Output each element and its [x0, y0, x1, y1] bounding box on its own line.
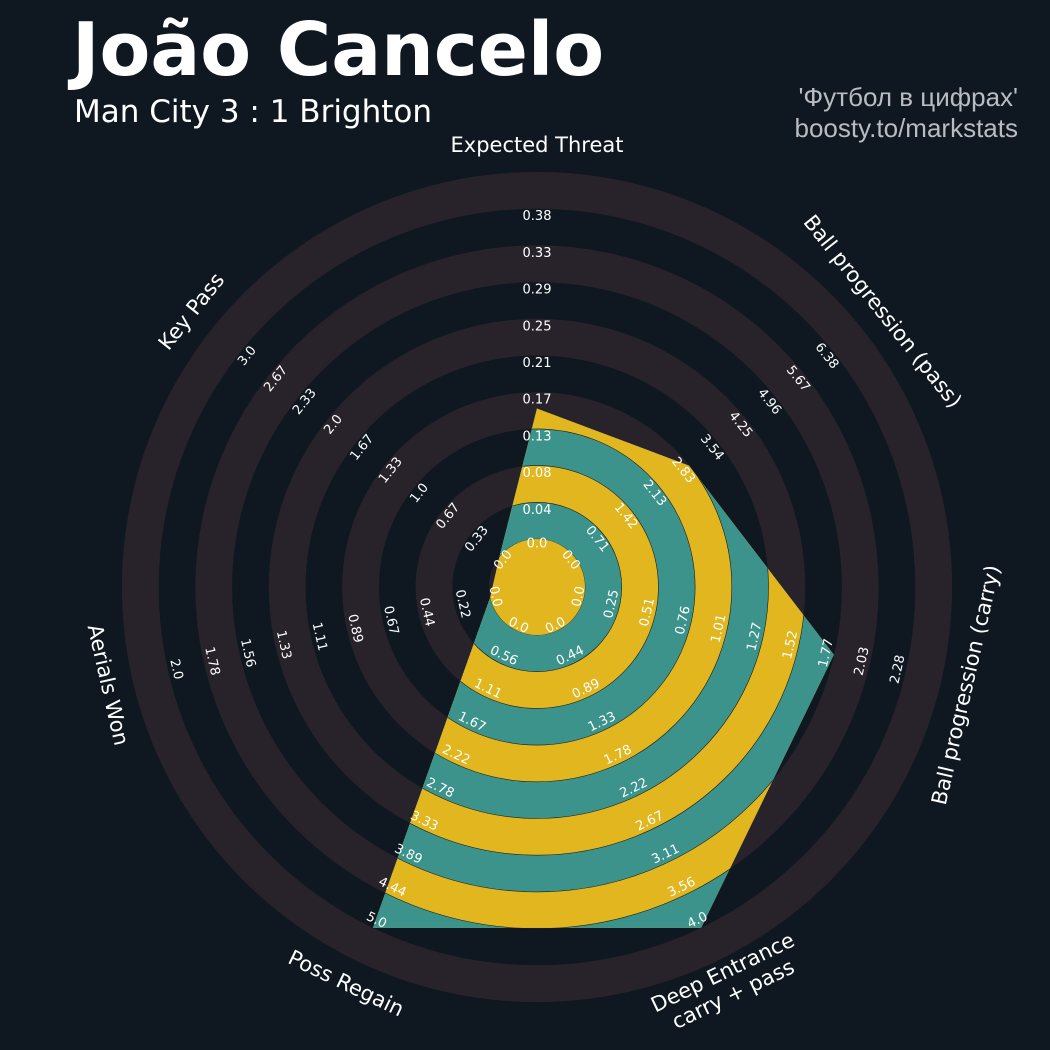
tick-label: 0.67: [380, 605, 401, 637]
tick-label: 0.0: [569, 585, 588, 609]
tick-label: 2.28: [887, 654, 908, 686]
tick-label: 0.25: [523, 319, 552, 334]
tick-label: 0.21: [523, 356, 552, 371]
tick-label: 0.0: [485, 585, 504, 609]
tick-label: 0.76: [673, 605, 694, 637]
tick-label: 1.77: [816, 637, 837, 669]
page-title: João Cancelo: [72, 7, 605, 93]
tick-label: 1.11: [309, 621, 330, 653]
credit-block: 'Футбол в цифрах' boosty.to/markstats: [795, 82, 1019, 144]
tick-label: 0.33: [523, 246, 552, 261]
tick-label: 0.17: [523, 393, 552, 408]
tick-label: 1.33: [273, 629, 294, 661]
tick-label: 1.56: [237, 637, 258, 669]
credit-line-2: boosty.to/markstats: [794, 113, 1019, 144]
tick-label: 0.22: [452, 588, 473, 620]
tick-label: 2.0: [166, 658, 185, 682]
tick-label: 0.04: [523, 503, 552, 518]
tick-label: 0.29: [523, 283, 552, 298]
tick-label: 2.03: [852, 645, 873, 677]
tick-label: 0.44: [416, 596, 437, 628]
tick-label: 1.78: [201, 645, 222, 677]
tick-label: 0.25: [601, 588, 622, 620]
tick-label: 1.01: [709, 613, 730, 645]
tick-label: 0.13: [523, 429, 552, 444]
match-subtitle: Man City 3 : 1 Brighton: [74, 94, 433, 130]
tick-label: 0.38: [523, 209, 552, 224]
tick-label: 0.08: [523, 466, 552, 481]
param-label-group: Expected Threat: [451, 133, 624, 157]
tick-label: 0.51: [637, 596, 658, 628]
param-label: Expected Threat: [451, 133, 624, 157]
credit-line-1: 'Футбол в цифрах': [798, 82, 1018, 112]
value-center: [489, 539, 585, 635]
tick-label: 1.27: [744, 621, 765, 653]
tick-label: 0.0: [527, 537, 548, 552]
tick-label: 0.89: [344, 613, 365, 645]
tick-label: 1.52: [780, 629, 801, 661]
